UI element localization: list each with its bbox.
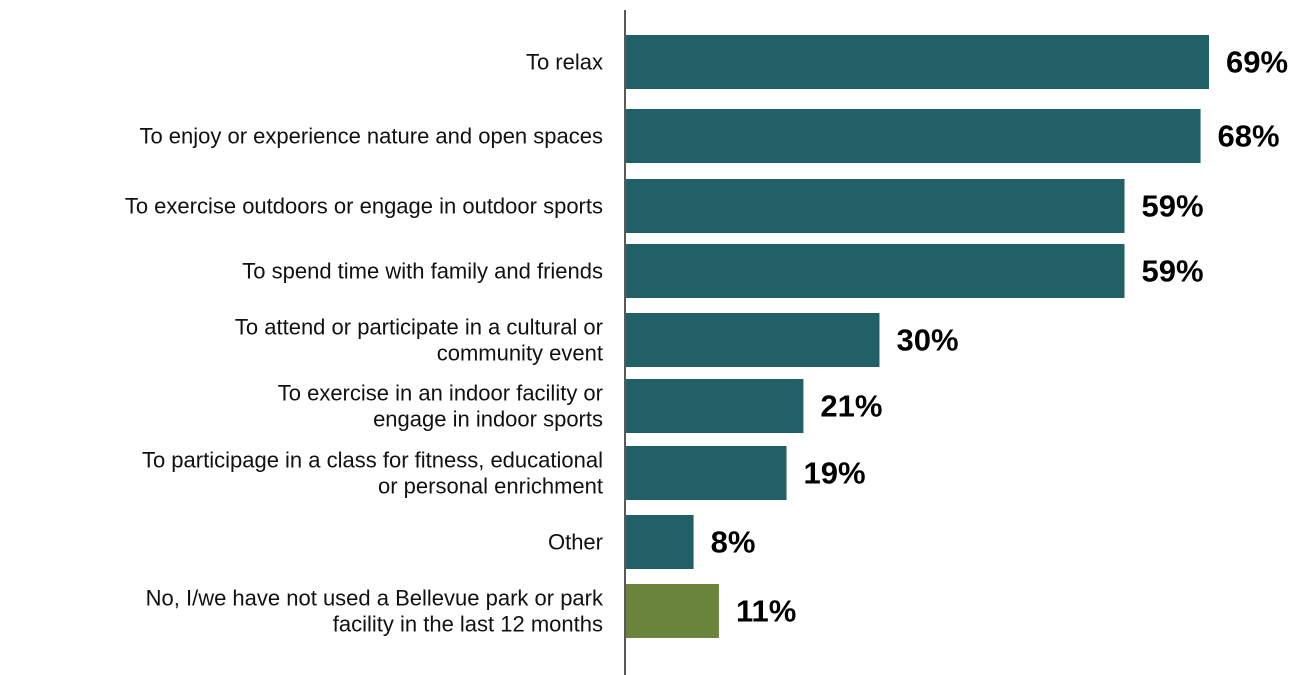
category-label: To spend time with family and friends [242,259,603,284]
value-labels-layer: 69% 68% 59% 59% 30% 21% 19% 8% 11% [711,45,1288,629]
category-label: facility in the last 12 months [333,612,603,637]
value-label: 59% [1142,254,1204,289]
category-label: No, I/we have not used a Bellevue park o… [146,586,604,611]
value-label: 19% [804,456,866,491]
value-label: 69% [1226,45,1288,80]
bars-layer [626,35,1209,638]
bar [626,179,1125,233]
bar [626,109,1201,163]
value-label: 59% [1142,189,1204,224]
bar [626,313,880,367]
category-label: To relax [526,50,603,75]
value-label: 30% [896,323,958,358]
bar [626,379,804,433]
value-label: 11% [736,594,796,629]
bar [626,244,1125,298]
category-label: To exercise outdoors or engage in outdoo… [125,194,603,219]
category-label: To participage in a class for fitness, e… [142,448,603,473]
bar [626,584,719,638]
category-label: To exercise in an indoor facility or [278,381,603,406]
value-label: 68% [1218,119,1280,154]
category-label: To enjoy or experience nature and open s… [139,124,603,149]
category-label: community event [437,341,603,366]
category-labels-layer: To relax To enjoy or experience nature an… [125,50,604,637]
bar [626,35,1209,89]
bar [626,515,694,569]
value-label: 21% [820,389,882,424]
category-label: or personal enrichment [378,474,603,499]
bar [626,446,787,500]
category-label: Other [548,530,603,555]
value-label: 8% [711,525,756,560]
category-label: engage in indoor sports [373,407,603,432]
category-label: To attend or participate in a cultural o… [235,315,603,340]
